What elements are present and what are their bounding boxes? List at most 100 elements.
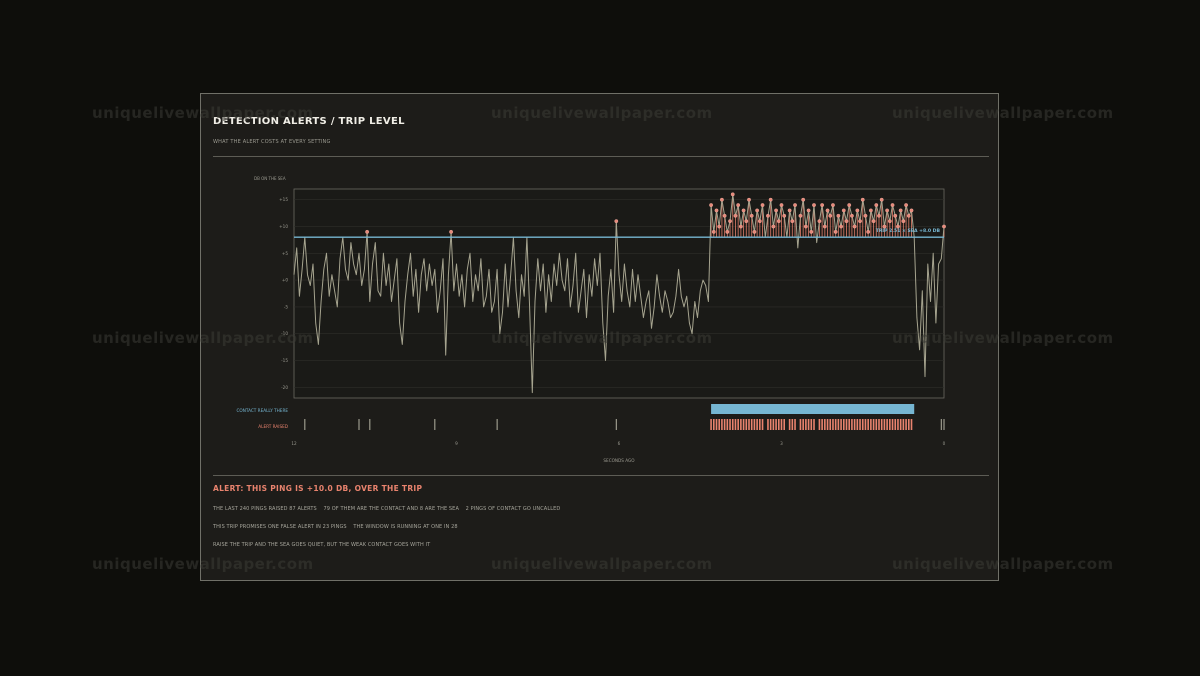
alert-point (841, 208, 846, 213)
trip-rate-stat: THIS TRIP PROMISES ONE FALSE ALERT IN 23… (213, 524, 347, 530)
alert-point (863, 213, 868, 218)
alert-point (879, 197, 884, 202)
alert-point (768, 197, 773, 202)
chart-divider (213, 475, 989, 476)
alert-point (747, 197, 751, 202)
alert-point (901, 219, 906, 224)
alert-point (711, 229, 716, 234)
alert-point (893, 213, 898, 218)
x-tick-label: 3 (780, 441, 783, 446)
alert-point (774, 208, 778, 213)
alert-point (812, 203, 816, 207)
alert-point (720, 197, 724, 202)
header-divider (213, 156, 989, 157)
x-tick-label: 6 (618, 441, 621, 446)
alert-point (725, 229, 730, 234)
contact-lane-label: CONTACT REALLY THERE (236, 408, 288, 413)
alert-point (844, 219, 849, 224)
alert-point (871, 219, 876, 224)
y-tick-label: +15 (279, 197, 288, 202)
alert-point (882, 224, 887, 229)
alert-point (787, 208, 792, 213)
y-tick-label: -15 (281, 358, 288, 363)
alert-point (898, 208, 903, 213)
alert-point (614, 219, 619, 224)
detection-panel: DETECTION ALERTS / TRIP LEVEL WHAT THE A… (200, 93, 999, 581)
x-tick-label: 0 (943, 441, 946, 446)
alert-point (714, 208, 719, 213)
trip-advice-line: RAISE THE TRIP AND THE SEA GOES QUIET, B… (213, 542, 431, 548)
alert-point (752, 229, 757, 234)
alert-point (942, 224, 946, 229)
alert-point (803, 224, 808, 229)
alert-point (822, 224, 827, 229)
alert-lane-label: ALERT RAISED (258, 424, 288, 429)
alert-point (782, 213, 787, 218)
alert-point (738, 224, 743, 229)
alert-point (749, 213, 754, 218)
alert-point (741, 208, 746, 213)
contact-bar (711, 404, 915, 414)
alert-point (825, 208, 830, 213)
alert-point (860, 197, 865, 202)
alert-point (833, 229, 838, 234)
alert-point (850, 213, 854, 218)
x-axis-label: SECONDS AGO (603, 458, 635, 463)
trip-label: TRIP 2.51 × SEA +8.0 DB (876, 228, 941, 234)
alert-point (858, 219, 862, 224)
alert-point (779, 203, 784, 207)
alert-point (831, 203, 835, 207)
alert-point (828, 213, 833, 218)
alert-point (852, 224, 857, 229)
alert-point (755, 208, 760, 213)
alert-point (909, 208, 914, 213)
alert-point (733, 213, 738, 218)
alert-stat: 79 OF THEM ARE THE CONTACT AND 8 ARE THE… (323, 506, 459, 512)
alert-point (877, 213, 881, 218)
alert-point (709, 203, 713, 207)
panel-subtitle: WHAT THE ALERT COSTS AT EVERY SETTING (213, 139, 331, 145)
alert-point (766, 213, 770, 218)
alert-point (736, 203, 741, 207)
alert-point (820, 203, 825, 207)
alert-point (798, 213, 803, 218)
alert-chart: +15 +10 +5 +0 -5 -10 -15 -20 12 9 6 3 0 SECONDS AGO TR… (236, 188, 946, 463)
panel-title: DETECTION ALERTS / TRIP LEVEL (213, 116, 405, 127)
alert-stats-line: THE LAST 240 PINGS RAISED 87 ALERTS 79 O… (213, 506, 565, 512)
alert-point (757, 219, 762, 224)
alert-point (790, 219, 795, 224)
alert-point (885, 208, 890, 213)
alert-stat: 2 PINGS OF CONTACT GO UNCALLED (465, 506, 561, 512)
trip-rate-stat: THE WINDOW IS RUNNING AT ONE IN 28 (353, 524, 458, 530)
alert-point (806, 208, 811, 213)
alert-point (728, 219, 732, 224)
alert-point (744, 219, 749, 224)
alert-point (730, 192, 735, 197)
alert-point (896, 224, 900, 229)
alert-point (817, 219, 822, 224)
x-tick-label: 9 (455, 441, 458, 446)
alert-point (839, 224, 843, 229)
alert-point (855, 208, 860, 213)
y-tick-label: +0 (282, 278, 289, 283)
alert-point (449, 229, 453, 234)
x-tick-label: 12 (291, 441, 297, 446)
alert-point (868, 208, 873, 213)
alert-point (771, 224, 776, 229)
alert-point (776, 219, 781, 224)
alert-point (906, 213, 911, 218)
alert-point (365, 229, 370, 234)
alert-point (904, 203, 908, 207)
y-tick-label: -5 (284, 304, 289, 309)
alert-point (809, 229, 814, 234)
y-tick-label: +5 (282, 251, 289, 256)
trip-rate-line: THIS TRIP PROMISES ONE FALSE ALERT IN 23… (213, 524, 463, 530)
alert-title: ALERT: THIS PING IS +10.0 DB, OVER THE T… (213, 484, 423, 493)
alert-point (793, 203, 797, 207)
alert-point (801, 197, 806, 202)
alert-point (836, 213, 841, 218)
alert-point (874, 203, 879, 207)
alert-stat: THE LAST 240 PINGS RAISED 87 ALERTS (213, 506, 317, 512)
alert-point (890, 203, 895, 207)
alert-point (887, 219, 892, 224)
